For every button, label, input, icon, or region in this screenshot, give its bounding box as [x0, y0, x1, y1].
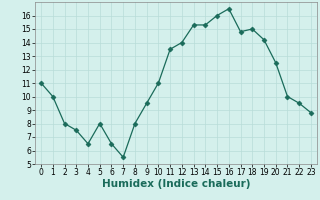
- X-axis label: Humidex (Indice chaleur): Humidex (Indice chaleur): [102, 179, 250, 189]
